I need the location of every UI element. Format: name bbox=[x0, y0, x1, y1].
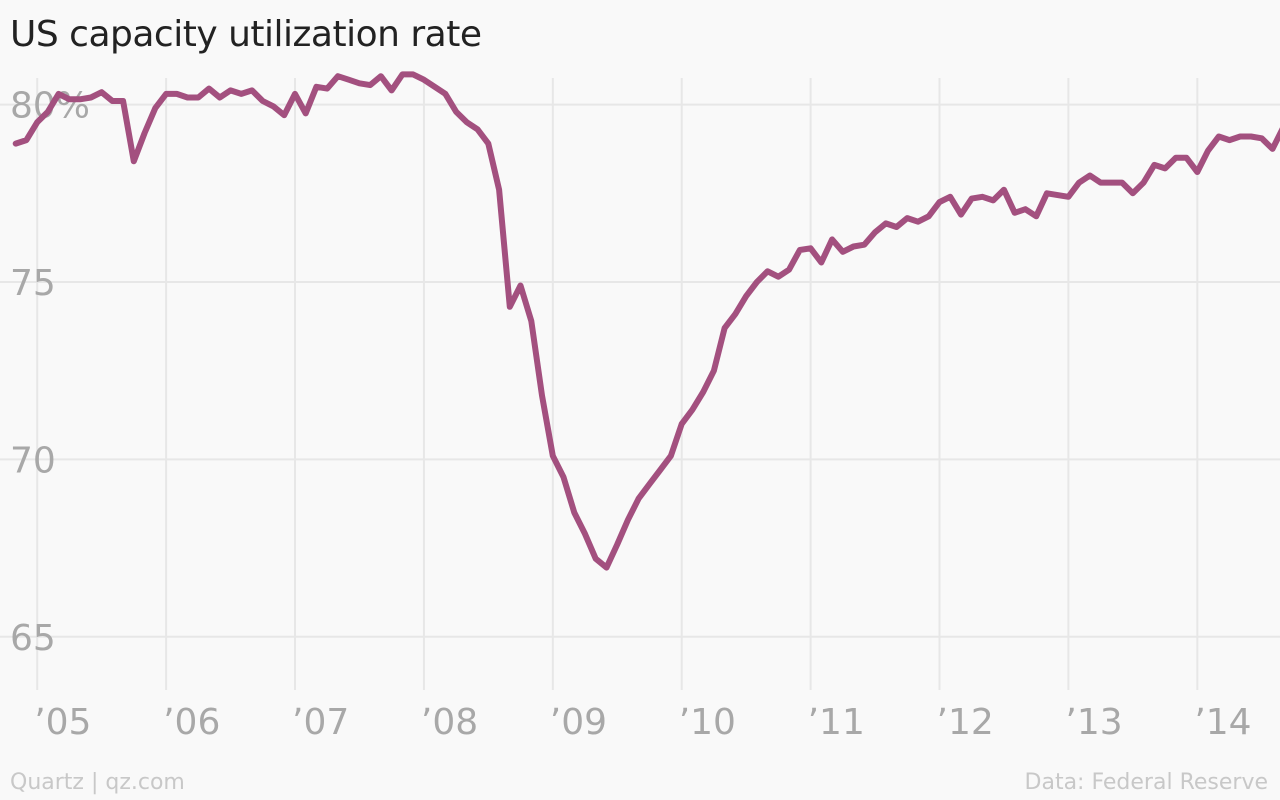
x-tick-label: ’09 bbox=[550, 702, 607, 743]
y-tick-label: 65 bbox=[10, 618, 56, 659]
y-tick-label: 70 bbox=[10, 440, 56, 481]
capacity-utilization-line bbox=[12, 71, 1280, 571]
y-gridlines bbox=[0, 103, 1280, 638]
x-tick-label: ’10 bbox=[679, 702, 736, 743]
data-source: Data: Federal Reserve bbox=[1024, 770, 1268, 795]
source-credit: Quartz | qz.com bbox=[10, 770, 185, 795]
x-tick-labels: ’05 ’06 ’07 ’08 ’09 ’10 ’11 ’12 ’13 ’14 bbox=[34, 702, 1251, 743]
x-tick-label: ’05 bbox=[34, 702, 91, 743]
x-tick-label: ’12 bbox=[937, 702, 994, 743]
x-tick-label: ’13 bbox=[1065, 702, 1122, 743]
x-gridlines bbox=[36, 78, 1199, 690]
x-tick-label: ’11 bbox=[808, 702, 865, 743]
x-tick-label: ’06 bbox=[163, 702, 220, 743]
chart-title: US capacity utilization rate bbox=[10, 14, 482, 55]
x-tick-label: ’08 bbox=[421, 702, 478, 743]
x-tick-label: ’07 bbox=[292, 702, 349, 743]
y-tick-label: 75 bbox=[10, 263, 56, 304]
x-tick-label: ’14 bbox=[1194, 702, 1251, 743]
